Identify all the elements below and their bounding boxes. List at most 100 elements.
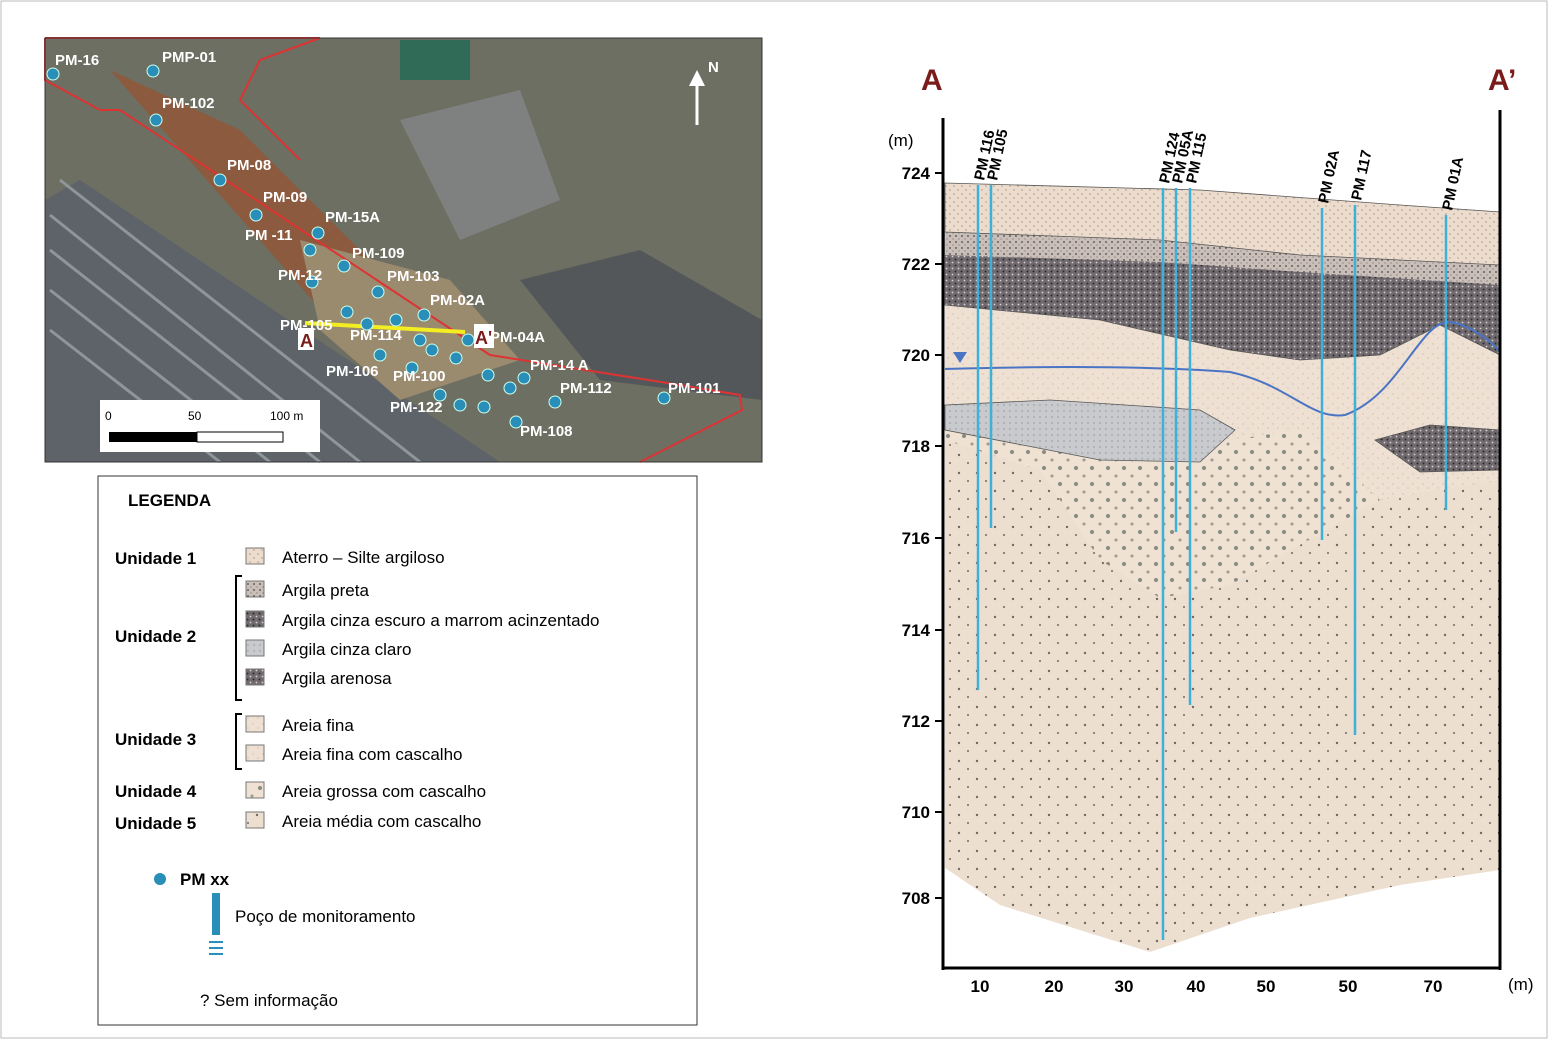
legend-title: LEGENDA (128, 491, 211, 510)
well-marker (454, 399, 466, 411)
well-marker (312, 227, 324, 239)
scale-label: 50 (188, 409, 202, 423)
y-tick-label: 716 (902, 529, 930, 548)
well-label: PM 117 (1348, 149, 1375, 202)
legend-swatch (246, 782, 264, 798)
legend-item: Argila arenosa (282, 669, 392, 688)
well-marker (450, 352, 462, 364)
well-marker (372, 286, 384, 298)
well-marker (214, 174, 226, 186)
well-label: PM-105 (280, 317, 333, 334)
well-marker (549, 396, 561, 408)
well-marker (147, 65, 159, 77)
scale-label: 100 m (270, 409, 303, 423)
court (400, 40, 470, 80)
scale-box (100, 400, 320, 452)
y-tick-label: 724 (902, 164, 931, 183)
legend-item: Aterro – Silte argiloso (282, 548, 445, 567)
scale-bar (197, 432, 283, 442)
x-tick-label: 20 (1045, 977, 1064, 996)
legend-swatch (246, 548, 264, 564)
well-label: PM-02A (430, 292, 485, 309)
section-start-label: A (300, 331, 313, 351)
well-symbol-label: PM xx (180, 870, 230, 889)
well-marker (390, 314, 402, 326)
well-marker (47, 68, 59, 80)
well-label: PM-12 (278, 267, 322, 284)
well-label: PM-103 (387, 268, 440, 285)
well-marker (418, 309, 430, 321)
well-marker (482, 369, 494, 381)
x-tick-label: 50 (1339, 977, 1358, 996)
well-label: PM-16 (55, 52, 99, 69)
unit-label: Unidade 5 (115, 814, 196, 833)
y-tick-label: 720 (902, 346, 930, 365)
well-label: PM-101 (668, 380, 721, 397)
well-marker (518, 372, 530, 384)
legend: LEGENDA PM xx Poço de monitoramento ? Se… (98, 476, 697, 1025)
legend-swatch (246, 812, 264, 828)
well-marker (426, 344, 438, 356)
well-marker (462, 334, 474, 346)
unit-label: Unidade 3 (115, 730, 196, 749)
unit-label: Unidade 4 (115, 782, 197, 801)
legend-item: Argila cinza escuro a marrom acinzentado (282, 611, 599, 630)
well-label: PMP-01 (162, 49, 216, 66)
well-marker (341, 306, 353, 318)
legend-swatch (246, 716, 264, 732)
well-label: PM-109 (352, 245, 405, 262)
y-tick-label: 718 (902, 437, 930, 456)
section-start-label: A (921, 64, 943, 97)
scale-bar (109, 432, 197, 442)
y-tick-label: 710 (902, 803, 930, 822)
legend-item: Areia fina (282, 716, 354, 735)
well-label: PM-122 (390, 399, 443, 416)
x-tick-label: 30 (1115, 977, 1134, 996)
x-tick-label: 10 (971, 977, 990, 996)
x-tick-label: 70 (1424, 977, 1443, 996)
legend-item: Areia grossa com cascalho (282, 782, 486, 801)
no-information-note: ? Sem informação (200, 991, 338, 1010)
well-label: PM-108 (520, 423, 573, 440)
well-label: PM-100 (393, 368, 446, 385)
legend-item: Argila preta (282, 581, 369, 600)
legend-item: Argila cinza claro (282, 640, 411, 659)
x-unit-label: (m) (1508, 975, 1533, 994)
map: N A A' 0 50 100 m PM-16PMP-01PM-102PM-08… (45, 38, 762, 462)
well-description: Poço de monitoramento (235, 907, 416, 926)
well-label: PM-04A (490, 329, 545, 346)
well-label: PM-106 (326, 363, 379, 380)
x-tick-label: 50 (1257, 977, 1276, 996)
y-tick-label: 708 (902, 889, 930, 908)
legend-swatch (246, 669, 264, 685)
well-marker (304, 244, 316, 256)
unit-label: Unidade 1 (115, 549, 196, 568)
y-unit-label: (m) (888, 131, 913, 150)
well-marker (250, 209, 262, 221)
well-label: PM-114 (350, 327, 402, 344)
well-label: PM 01A (1439, 155, 1467, 212)
y-tick-label: 722 (902, 255, 930, 274)
legend-swatch (246, 581, 264, 597)
well-icon (212, 893, 220, 935)
well-label: PM -11 (245, 227, 293, 244)
legend-item: Areia média com cascalho (282, 812, 481, 831)
well-label: PM-09 (263, 189, 307, 206)
well-label: PM-102 (162, 95, 215, 112)
x-tick-label: 40 (1187, 977, 1206, 996)
well-label: PM 02A (1315, 148, 1343, 205)
well-marker (374, 349, 386, 361)
well-label: PM-15A (325, 209, 380, 226)
well-label: PM-08 (227, 157, 271, 174)
well-marker (478, 401, 490, 413)
section-end-label: A’ (1488, 64, 1516, 97)
scale-label: 0 (105, 409, 112, 423)
unit-label: Unidade 2 (115, 627, 196, 646)
well-label: PM-14 A (530, 357, 589, 374)
legend-item: Areia fina com cascalho (282, 745, 462, 764)
y-tick-label: 714 (902, 621, 931, 640)
well-marker (150, 114, 162, 126)
well-marker (154, 873, 166, 885)
legend-swatch (246, 611, 264, 627)
